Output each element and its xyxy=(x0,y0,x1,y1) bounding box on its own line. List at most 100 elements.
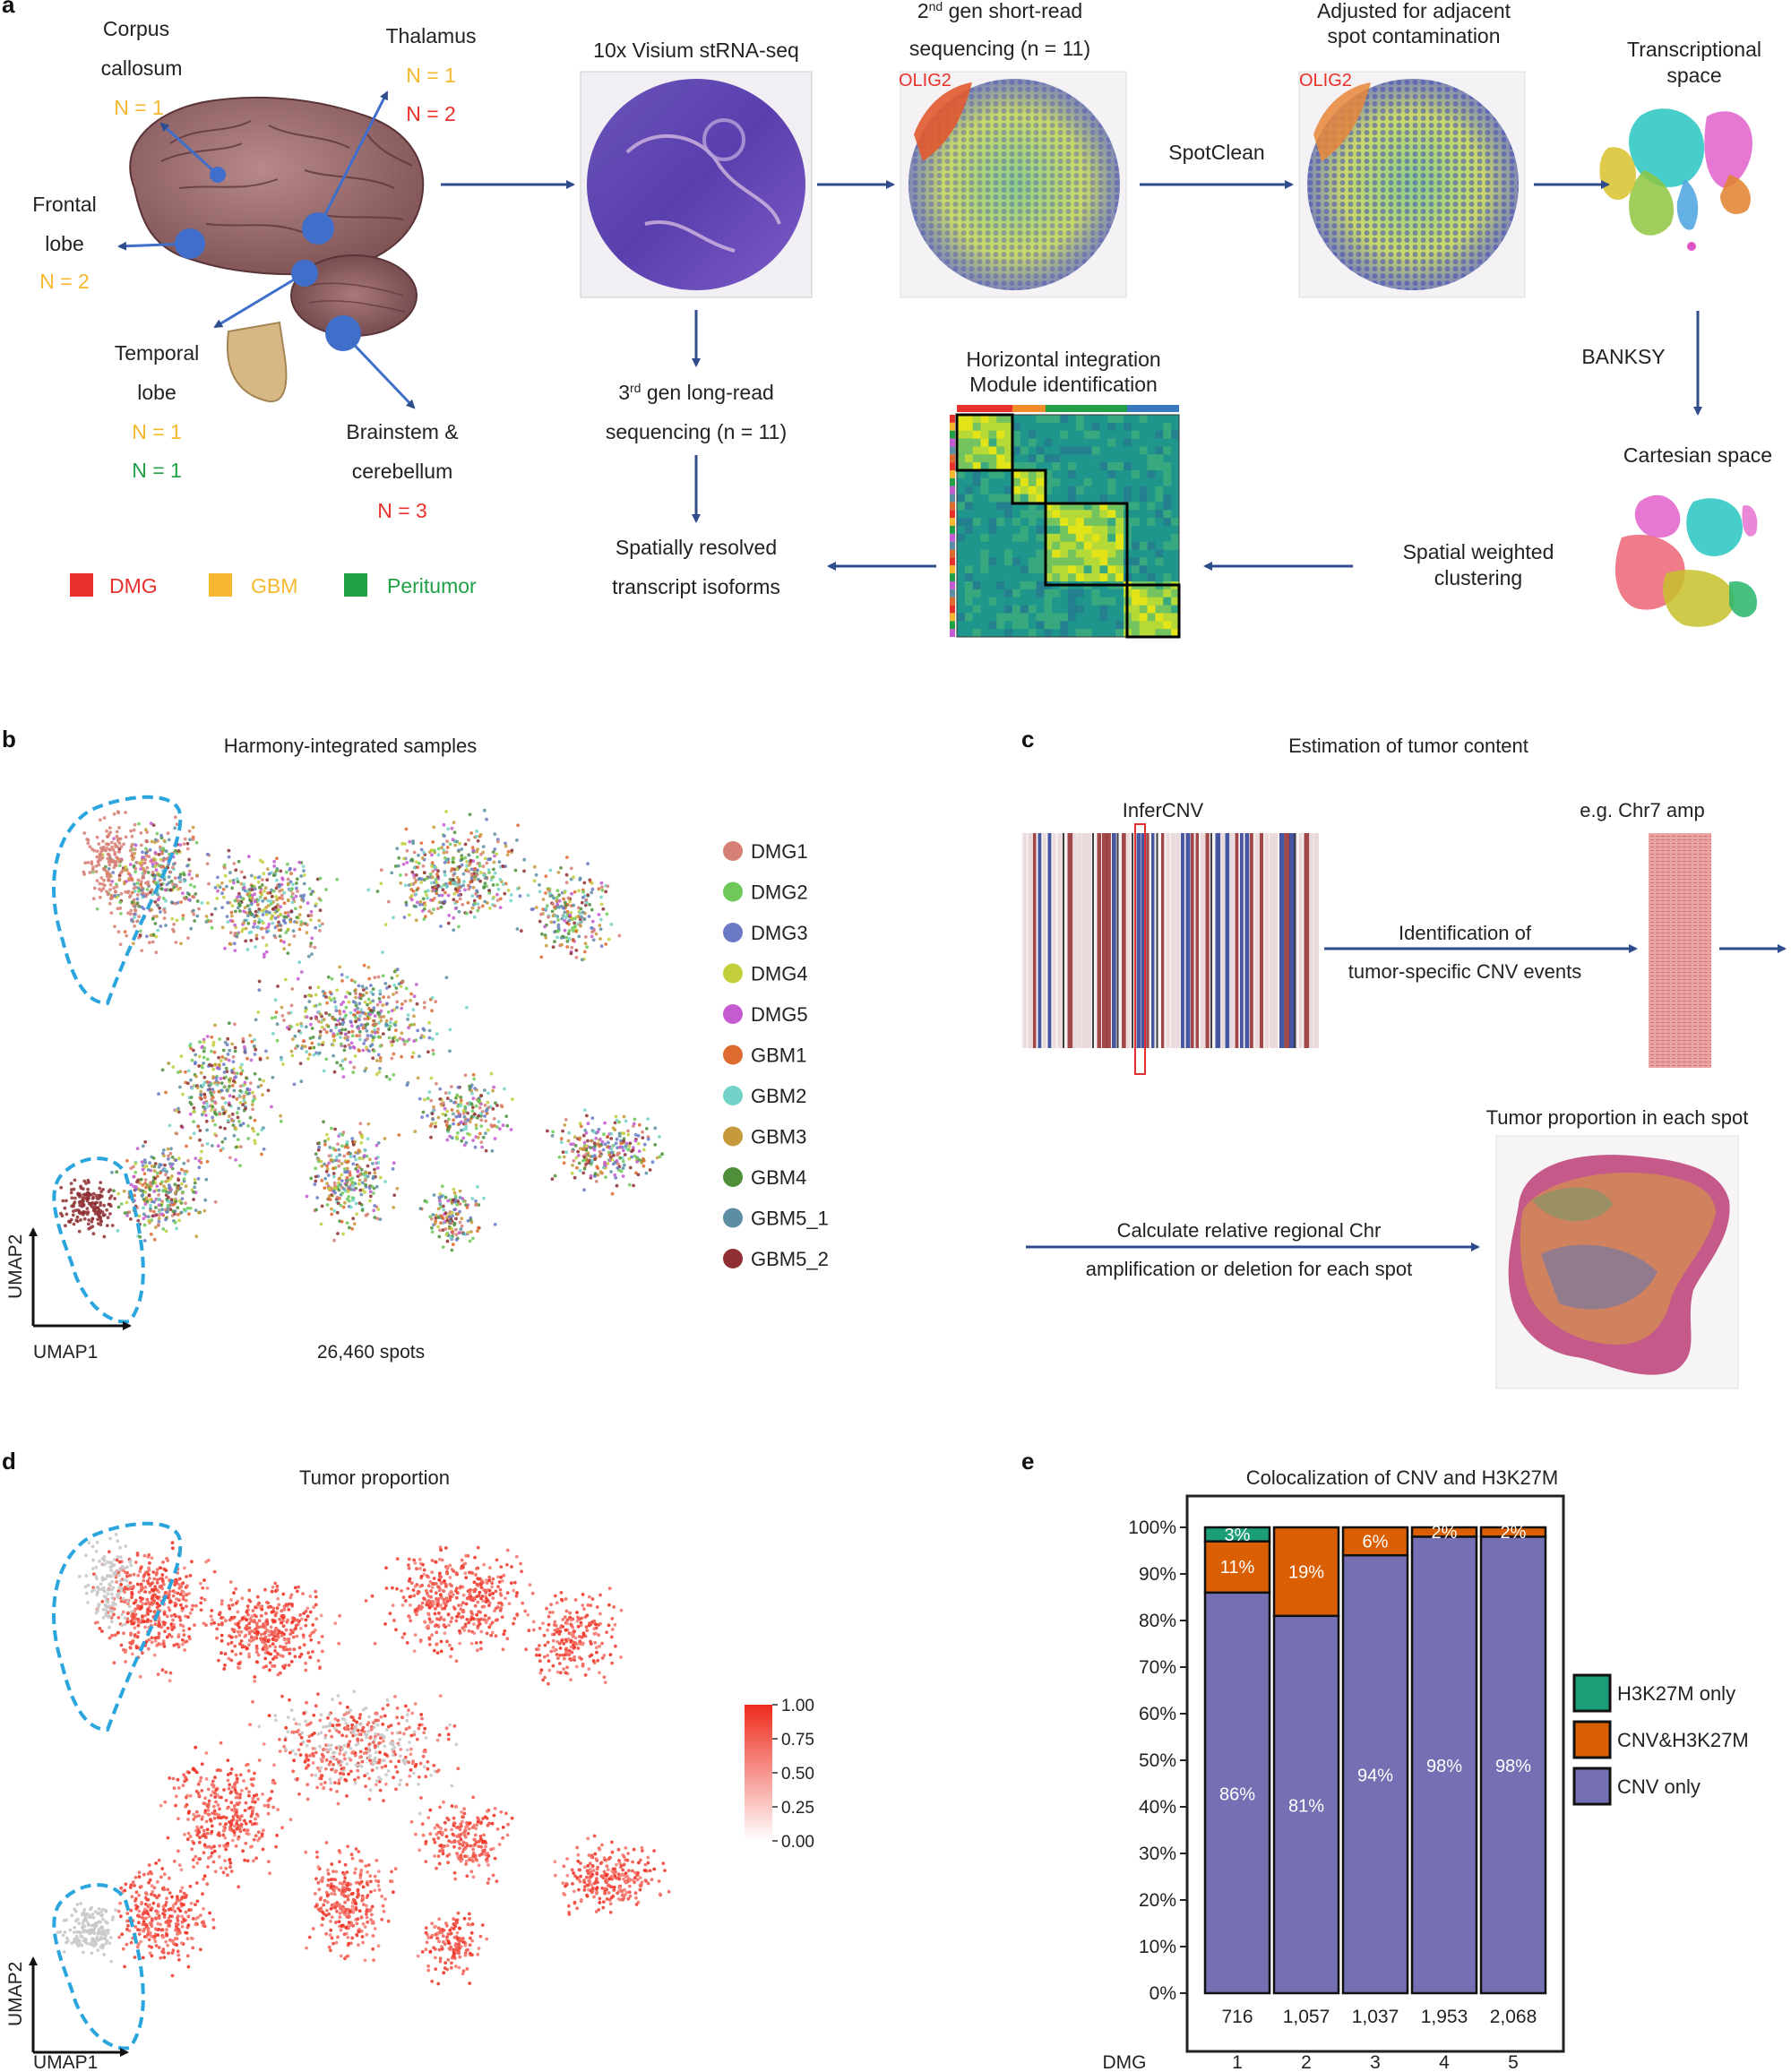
umap-point xyxy=(399,984,403,988)
heatmap-cell xyxy=(1091,605,1100,614)
umap-point xyxy=(390,871,394,875)
umap-point xyxy=(378,1175,383,1180)
umap-point xyxy=(220,925,225,930)
heatmap-cell xyxy=(964,549,974,558)
umap-point xyxy=(371,987,375,991)
heatmap-cell xyxy=(1020,526,1029,535)
umap-point xyxy=(590,1159,594,1163)
umap-point xyxy=(115,855,119,860)
step-isoforms-line2: transcript isoforms xyxy=(612,575,780,598)
heatmap-cell xyxy=(1147,526,1156,535)
heatmap-cell xyxy=(972,541,981,550)
umap-point xyxy=(442,834,446,838)
umap-point xyxy=(323,1142,327,1147)
cnv-stripe xyxy=(1023,833,1027,1048)
heatmap-cell xyxy=(1028,621,1037,630)
umap-point xyxy=(141,850,144,855)
umap-point xyxy=(621,1174,625,1178)
heatmap-cell xyxy=(980,573,989,582)
heatmap-cell xyxy=(1020,446,1029,455)
sample-legend-label: GBM5_1 xyxy=(751,1208,829,1230)
umap-point xyxy=(343,1200,347,1205)
umap-point xyxy=(342,1154,347,1158)
umap-point xyxy=(257,988,262,993)
umap-point xyxy=(402,916,407,919)
heatmap-cell xyxy=(1052,502,1061,511)
umap-point xyxy=(452,928,456,933)
umap-point xyxy=(372,1174,375,1179)
umap-point xyxy=(476,862,480,865)
umap-point xyxy=(293,867,297,872)
heatmap-cell xyxy=(957,486,966,494)
heatmap-cell xyxy=(1052,549,1061,558)
sample-legend-dot xyxy=(723,1167,743,1187)
umap-point xyxy=(478,896,482,900)
umap-point xyxy=(290,1053,295,1058)
heatmap-cell xyxy=(1155,422,1164,432)
heatmap-cell xyxy=(1004,446,1013,455)
umap-point xyxy=(438,1097,443,1101)
heatmap-cell xyxy=(1131,518,1141,527)
umap-point xyxy=(167,862,171,866)
umap-point xyxy=(146,871,151,874)
umap-point xyxy=(352,1222,357,1226)
umap-point xyxy=(552,920,556,924)
umap-point xyxy=(99,1181,103,1184)
umap-point xyxy=(188,1112,193,1116)
umap-point xyxy=(485,817,488,821)
umap-point xyxy=(116,850,121,854)
umap-point xyxy=(441,1245,445,1249)
umap-point xyxy=(288,880,293,884)
umap-point xyxy=(332,996,336,1001)
umap-point xyxy=(493,1123,496,1128)
umap-point xyxy=(101,887,106,890)
heatmap-cell xyxy=(972,565,981,574)
umap-point xyxy=(183,1648,187,1652)
umap-point xyxy=(157,1092,160,1096)
step-spotclean: SpotClean xyxy=(1168,141,1264,164)
umap-point xyxy=(182,1208,186,1212)
umap-point xyxy=(239,881,244,886)
heatmap-cell xyxy=(1075,510,1085,519)
heatmap-cell xyxy=(964,415,974,424)
umap-point xyxy=(452,1100,456,1105)
umap-point xyxy=(173,815,177,820)
umap-point xyxy=(302,881,306,886)
umap-point xyxy=(283,911,288,915)
umap-point xyxy=(167,838,171,842)
heatmap-cell xyxy=(980,486,989,494)
umap-point xyxy=(221,1147,225,1150)
heatmap-sidebar-cell xyxy=(950,446,955,455)
umap-point xyxy=(526,893,530,898)
umap-point xyxy=(184,1070,187,1074)
heatmap-cell xyxy=(1139,565,1148,574)
umap-point xyxy=(250,1039,254,1044)
umap-point xyxy=(498,877,503,881)
cnv-stripes xyxy=(1023,833,1319,1048)
umap-b-ylabel: UMAP2 xyxy=(5,1234,26,1299)
umap-point xyxy=(478,1105,482,1110)
umap-point xyxy=(205,1586,210,1590)
umap-point xyxy=(423,903,427,907)
umap-point xyxy=(379,1019,383,1023)
umap-point xyxy=(299,1079,304,1084)
umap-point xyxy=(387,1027,392,1031)
umap-point xyxy=(206,918,210,922)
umap-point xyxy=(596,1173,600,1177)
umap-point xyxy=(257,907,262,911)
heatmap-cell xyxy=(972,605,981,614)
heatmap-cell xyxy=(1075,470,1085,479)
umap-point xyxy=(340,973,344,976)
heatmap-cell xyxy=(1012,533,1021,543)
umap-point xyxy=(304,1010,307,1013)
umap-point xyxy=(177,1586,182,1590)
heatmap-cell xyxy=(957,518,966,527)
umap-point xyxy=(162,1184,166,1188)
umap-point xyxy=(401,862,406,866)
umap-point xyxy=(166,831,170,836)
umap-point xyxy=(188,869,192,873)
umap-point xyxy=(504,841,507,846)
heatmap-cell xyxy=(1163,573,1172,582)
umap-point xyxy=(98,887,101,891)
umap-point xyxy=(200,1143,204,1148)
